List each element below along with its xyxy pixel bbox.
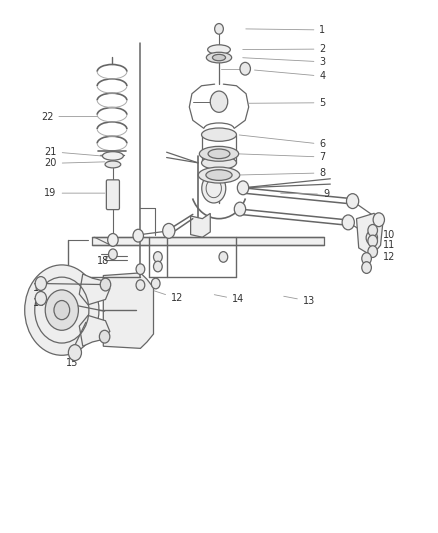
Circle shape	[237, 181, 249, 195]
Circle shape	[366, 231, 378, 245]
Circle shape	[240, 62, 251, 75]
Circle shape	[215, 23, 223, 34]
Text: 15: 15	[66, 354, 78, 368]
Circle shape	[35, 277, 46, 290]
Circle shape	[234, 202, 246, 216]
Polygon shape	[79, 274, 110, 305]
Ellipse shape	[208, 149, 230, 159]
Text: 7: 7	[239, 152, 326, 162]
Circle shape	[54, 301, 70, 320]
Polygon shape	[357, 213, 383, 256]
Text: 10: 10	[371, 230, 395, 240]
Polygon shape	[191, 213, 210, 237]
Text: 5: 5	[248, 98, 326, 108]
Circle shape	[153, 261, 162, 272]
Ellipse shape	[105, 161, 121, 168]
Circle shape	[151, 278, 160, 289]
Ellipse shape	[201, 128, 237, 141]
Circle shape	[100, 278, 111, 291]
Polygon shape	[103, 273, 153, 349]
Circle shape	[133, 229, 144, 242]
Circle shape	[362, 262, 371, 273]
Circle shape	[368, 246, 378, 257]
Ellipse shape	[102, 152, 124, 160]
Circle shape	[153, 252, 162, 262]
Text: 12: 12	[154, 291, 184, 303]
Text: 6: 6	[239, 135, 325, 149]
Circle shape	[25, 265, 99, 356]
Text: 4: 4	[254, 70, 325, 81]
Text: 13: 13	[284, 296, 315, 306]
Circle shape	[368, 235, 378, 247]
Circle shape	[108, 233, 118, 246]
Polygon shape	[79, 316, 110, 346]
Circle shape	[136, 280, 145, 290]
Text: 8: 8	[239, 168, 325, 178]
Ellipse shape	[212, 54, 226, 61]
Text: 12: 12	[371, 252, 395, 262]
Circle shape	[219, 252, 228, 262]
Text: 1: 1	[246, 25, 325, 35]
Ellipse shape	[198, 167, 240, 183]
Circle shape	[368, 224, 378, 236]
Text: 20: 20	[44, 158, 105, 168]
Circle shape	[68, 345, 81, 361]
Circle shape	[373, 213, 385, 227]
Text: 22: 22	[41, 111, 98, 122]
Text: 21: 21	[44, 147, 105, 157]
Polygon shape	[92, 237, 324, 245]
Text: 16: 16	[33, 297, 46, 308]
Circle shape	[35, 292, 46, 305]
Ellipse shape	[202, 174, 226, 203]
Circle shape	[99, 330, 110, 343]
Ellipse shape	[206, 52, 232, 63]
Circle shape	[362, 253, 371, 264]
Circle shape	[346, 193, 359, 208]
Text: 11: 11	[371, 240, 395, 250]
Ellipse shape	[201, 156, 237, 169]
FancyBboxPatch shape	[106, 180, 120, 209]
Text: 18: 18	[97, 256, 109, 266]
Ellipse shape	[199, 147, 239, 161]
Ellipse shape	[208, 45, 230, 54]
Circle shape	[109, 249, 117, 260]
Circle shape	[136, 264, 145, 274]
Text: 9: 9	[281, 189, 329, 199]
Text: 2: 2	[243, 44, 326, 54]
Text: 3: 3	[243, 57, 325, 67]
Circle shape	[210, 91, 228, 112]
Circle shape	[342, 215, 354, 230]
Text: 19: 19	[44, 188, 105, 198]
Ellipse shape	[206, 169, 232, 180]
Circle shape	[45, 290, 78, 330]
Text: 14: 14	[214, 294, 244, 304]
Text: 17: 17	[33, 283, 46, 293]
Circle shape	[162, 223, 175, 238]
